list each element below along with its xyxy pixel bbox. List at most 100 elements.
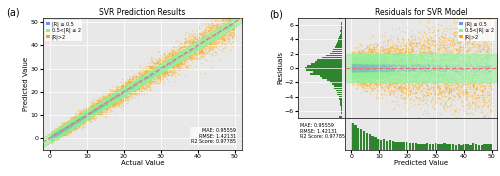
Point [428,51,436,54]
Point [165,67,173,70]
Point [408,47,416,50]
Point [362,73,370,75]
Point [166,66,174,68]
Point [90,107,98,110]
Point [366,63,374,66]
Point [376,50,384,52]
Point [46,138,54,140]
Point [386,50,394,52]
Point [445,95,453,98]
Point [224,24,232,27]
Point [375,56,383,59]
Point [174,61,182,63]
Point [380,62,388,65]
Point [420,54,428,56]
Point [46,136,54,139]
Point [422,69,430,72]
Point [388,67,396,69]
Point [197,44,205,46]
Point [362,59,370,62]
Point [58,129,66,132]
Point [174,65,182,68]
Point [410,63,418,66]
Point [150,74,158,77]
Point [124,77,132,80]
Point [418,44,426,47]
Point [186,50,194,53]
Point [176,67,184,70]
Point [74,124,82,127]
Point [356,62,364,65]
Point [390,72,398,75]
Point [353,74,361,77]
Point [109,95,117,97]
Point [177,62,185,65]
Point [50,133,58,135]
Point [353,68,361,71]
Point [186,55,194,57]
Point [48,137,56,140]
Point [388,78,396,81]
Point [61,129,69,132]
Point [410,45,418,47]
Point [378,74,386,77]
Point [360,57,368,60]
Point [404,83,412,86]
Point [66,127,74,130]
Point [140,75,147,78]
Point [161,68,169,71]
Point [134,87,141,89]
Point [439,98,447,101]
Point [380,75,388,77]
Point [434,96,442,99]
Point [213,34,221,37]
Point [360,68,368,71]
Point [348,64,356,67]
Point [71,125,79,128]
Point [70,123,78,126]
Point [126,78,134,81]
Point [78,113,86,116]
Point [141,77,149,80]
Point [428,75,436,78]
Point [104,98,112,101]
Point [61,128,69,131]
Point [201,43,209,46]
Point [46,131,54,134]
Point [474,43,482,45]
Point [404,71,412,73]
Point [430,70,438,73]
Point [107,99,115,102]
Point [482,102,490,105]
Point [88,105,96,108]
Point [366,55,374,58]
Point [124,87,132,90]
Point [356,70,364,73]
Point [355,72,363,75]
Point [348,73,356,76]
Point [420,56,428,59]
Point [72,120,80,123]
Point [178,54,186,56]
Point [56,134,64,137]
Point [192,42,200,45]
Point [438,103,446,106]
Point [78,119,86,122]
Point [374,59,382,62]
Point [359,57,367,60]
Point [356,67,364,70]
Point [108,96,116,98]
Point [436,96,444,99]
Point [361,84,369,86]
Point [64,123,72,126]
Point [49,134,57,137]
Point [424,88,432,90]
Point [398,58,406,61]
Point [366,48,374,51]
Point [409,63,417,66]
Point [84,116,92,119]
Point [134,82,142,85]
Point [354,67,362,70]
Point [194,47,202,50]
Point [476,100,484,103]
